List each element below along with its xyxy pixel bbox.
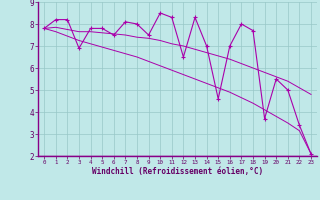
X-axis label: Windchill (Refroidissement éolien,°C): Windchill (Refroidissement éolien,°C) — [92, 167, 263, 176]
